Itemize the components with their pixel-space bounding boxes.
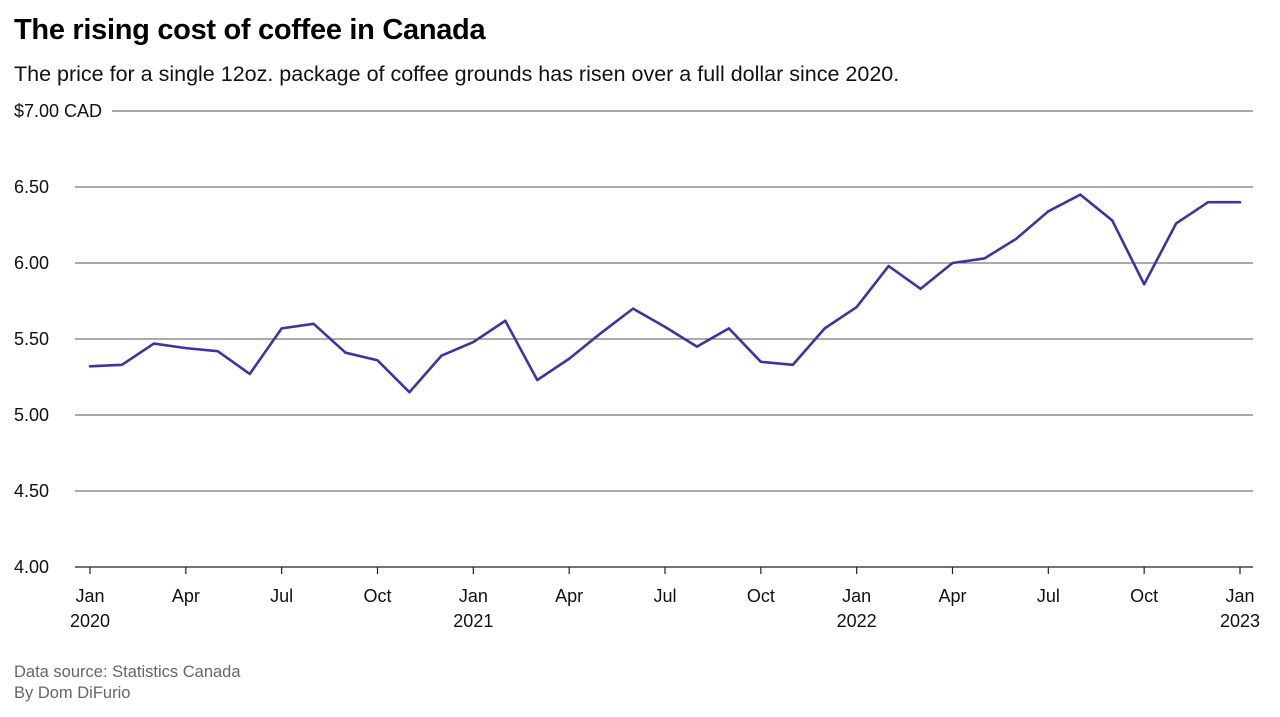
chart-footer: Data source: Statistics Canada By Dom Di… [14,662,241,704]
price-series-line [88,193,1242,394]
y-tick-label: 6.50 [14,177,49,197]
byline: By Dom DiFurio [14,684,131,702]
x-tick-year-label: 2021 [453,611,493,631]
x-tick-label: Oct [747,586,775,606]
x-tick-label: Oct [363,586,391,606]
data-points [88,193,1242,395]
x-tick-year-label: 2023 [1220,611,1260,631]
x-tick-label: Jan [75,586,104,606]
y-tick-label: 5.50 [14,329,49,349]
y-tick-label: 6.00 [14,253,49,273]
x-axis-ticks: Jan 2020 Apr Jul Oct Jan 2021 Apr Jul Oct Jan 2022 A… [70,567,1260,631]
y-tick-label: 4.50 [14,481,49,501]
x-tick-year-label: 2020 [70,611,110,631]
gridlines [75,110,1253,568]
y-tick-label: 4.00 [14,557,49,577]
y-axis-ticks: 4.00 4.50 5.00 5.50 6.00 6.50 $7.00 CAD [14,101,102,577]
x-tick-label: Jan [1225,586,1254,606]
x-tick-label: Jan [459,586,488,606]
x-tick-label: Jul [270,586,293,606]
y-tick-label: 5.00 [14,405,49,425]
x-tick-label: Apr [938,586,966,606]
y-tick-label: $7.00 CAD [14,101,102,121]
x-tick-label: Oct [1130,586,1158,606]
data-source-note: Data source: Statistics Canada [14,663,241,681]
x-tick-label: Apr [555,586,583,606]
x-tick-label: Jul [653,586,676,606]
chart-subtitle: The price for a single 12oz. package of … [14,62,900,86]
x-tick-label: Jul [1037,586,1060,606]
chart-title: The rising cost of coffee in Canada [14,14,486,46]
x-tick-label: Jan [842,586,871,606]
x-tick-label: Apr [172,586,200,606]
x-tick-year-label: 2022 [837,611,877,631]
